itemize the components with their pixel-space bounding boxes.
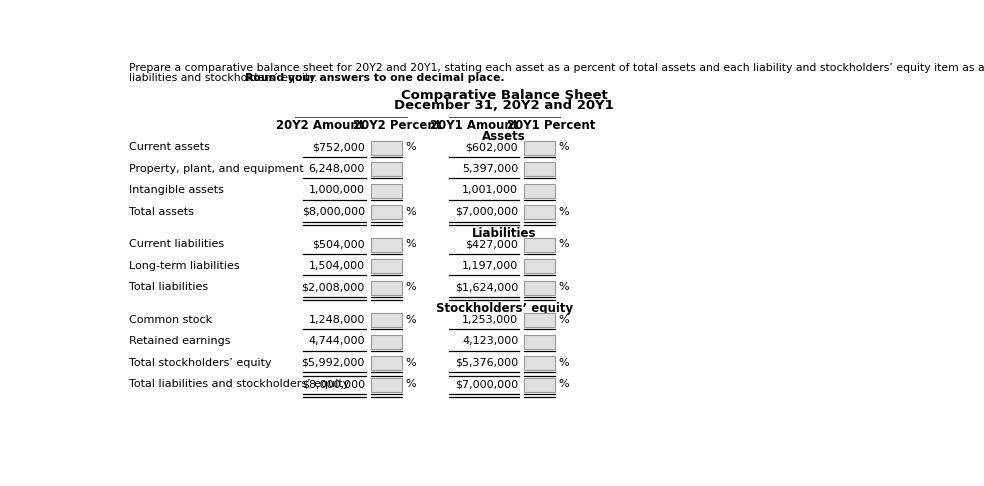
- Text: %: %: [405, 207, 415, 217]
- Text: %: %: [405, 142, 415, 152]
- Text: 1,504,000: 1,504,000: [309, 261, 365, 271]
- Text: 5,397,000: 5,397,000: [462, 164, 519, 174]
- Bar: [371, 313, 402, 327]
- Text: Stockholders’ equity: Stockholders’ equity: [436, 302, 573, 315]
- Text: $427,000: $427,000: [465, 239, 519, 249]
- Text: %: %: [559, 358, 569, 368]
- Bar: [524, 184, 555, 198]
- Text: December 31, 20Y2 and 20Y1: December 31, 20Y2 and 20Y1: [395, 99, 614, 112]
- Text: %: %: [559, 207, 569, 217]
- Text: $8,000,000: $8,000,000: [302, 380, 365, 389]
- Text: 1,248,000: 1,248,000: [308, 315, 365, 325]
- Bar: [371, 281, 402, 295]
- Bar: [524, 281, 555, 295]
- Text: %: %: [405, 358, 415, 368]
- Text: Common stock: Common stock: [129, 315, 213, 325]
- Text: %: %: [405, 315, 415, 325]
- Text: Assets: Assets: [482, 130, 526, 143]
- Text: 20Y2 Percent: 20Y2 Percent: [353, 119, 442, 132]
- Bar: [371, 335, 402, 348]
- Bar: [371, 238, 402, 252]
- Text: %: %: [559, 315, 569, 325]
- Text: Total liabilities and stockholders’ equity: Total liabilities and stockholders’ equi…: [129, 380, 349, 389]
- Bar: [371, 378, 402, 392]
- Bar: [371, 206, 402, 219]
- Bar: [524, 238, 555, 252]
- Bar: [371, 260, 402, 273]
- Text: $5,992,000: $5,992,000: [301, 358, 365, 368]
- Text: Comparative Balance Sheet: Comparative Balance Sheet: [400, 89, 608, 102]
- Text: Property, plant, and equipment: Property, plant, and equipment: [129, 164, 304, 174]
- Bar: [524, 335, 555, 348]
- Text: 1,197,000: 1,197,000: [462, 261, 519, 271]
- Text: $752,000: $752,000: [312, 142, 365, 152]
- Text: %: %: [405, 282, 415, 293]
- Text: liabilities and stockholders’ equity.: liabilities and stockholders’ equity.: [129, 73, 321, 83]
- Bar: [524, 356, 555, 370]
- Bar: [524, 206, 555, 219]
- Text: %: %: [559, 380, 569, 389]
- Text: $5,376,000: $5,376,000: [456, 358, 519, 368]
- Text: Total stockholders’ equity: Total stockholders’ equity: [129, 358, 272, 368]
- Text: $602,000: $602,000: [465, 142, 519, 152]
- Text: 1,253,000: 1,253,000: [462, 315, 519, 325]
- Text: 4,744,000: 4,744,000: [308, 336, 365, 347]
- Bar: [371, 141, 402, 155]
- Text: 20Y1 Percent: 20Y1 Percent: [507, 119, 595, 132]
- Text: 20Y2 Amount: 20Y2 Amount: [277, 119, 365, 132]
- Text: 4,123,000: 4,123,000: [462, 336, 519, 347]
- Text: 1,001,000: 1,001,000: [462, 185, 519, 195]
- Text: Total assets: Total assets: [129, 207, 194, 217]
- Bar: [524, 313, 555, 327]
- Text: %: %: [559, 239, 569, 249]
- Text: $2,008,000: $2,008,000: [301, 282, 365, 293]
- Bar: [524, 378, 555, 392]
- Text: $7,000,000: $7,000,000: [456, 207, 519, 217]
- Text: %: %: [559, 282, 569, 293]
- Text: $504,000: $504,000: [312, 239, 365, 249]
- Bar: [371, 184, 402, 198]
- Text: $7,000,000: $7,000,000: [456, 380, 519, 389]
- Text: Current liabilities: Current liabilities: [129, 239, 224, 249]
- Text: Long-term liabilities: Long-term liabilities: [129, 261, 240, 271]
- Text: %: %: [405, 239, 415, 249]
- Text: %: %: [405, 380, 415, 389]
- Text: Liabilities: Liabilities: [472, 227, 536, 240]
- Text: $8,000,000: $8,000,000: [302, 207, 365, 217]
- Text: Retained earnings: Retained earnings: [129, 336, 230, 347]
- Bar: [371, 356, 402, 370]
- Bar: [524, 162, 555, 176]
- Text: %: %: [559, 142, 569, 152]
- Text: Total liabilities: Total liabilities: [129, 282, 209, 293]
- Text: Intangible assets: Intangible assets: [129, 185, 224, 195]
- Text: 6,248,000: 6,248,000: [308, 164, 365, 174]
- Text: Round your answers to one decimal place.: Round your answers to one decimal place.: [245, 73, 505, 83]
- Text: 20Y1 Amount: 20Y1 Amount: [430, 119, 519, 132]
- Text: $1,624,000: $1,624,000: [455, 282, 519, 293]
- Text: Current assets: Current assets: [129, 142, 210, 152]
- Text: 1,000,000: 1,000,000: [309, 185, 365, 195]
- Bar: [524, 260, 555, 273]
- Bar: [371, 162, 402, 176]
- Bar: [524, 141, 555, 155]
- Text: Prepare a comparative balance sheet for 20Y2 and 20Y1, stating each asset as a p: Prepare a comparative balance sheet for …: [129, 63, 984, 73]
